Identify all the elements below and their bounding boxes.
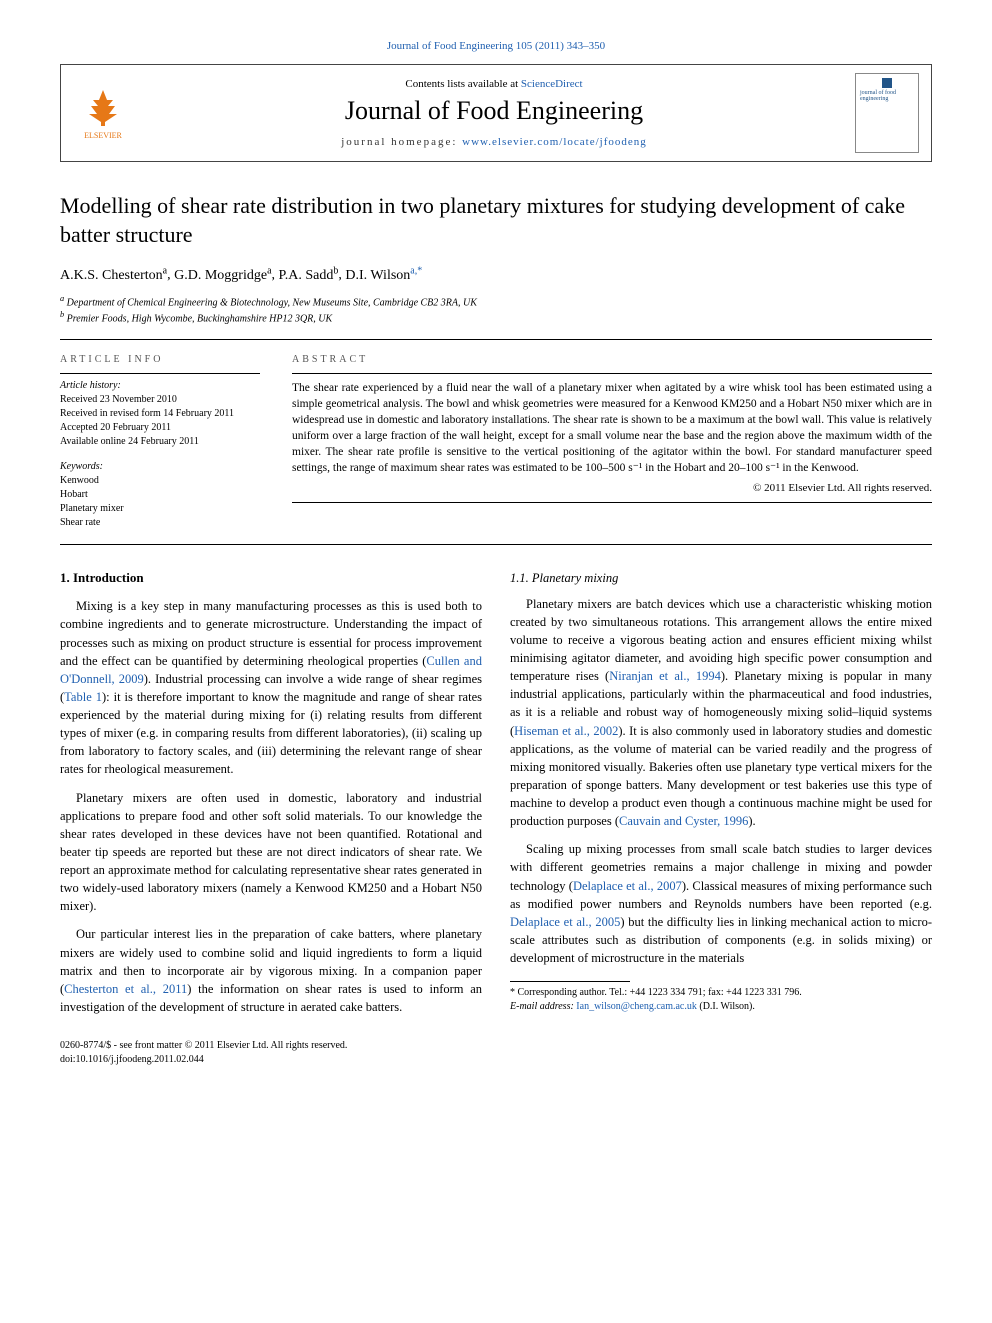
author-4: D.I. Wilsona,* — [345, 268, 422, 283]
keywords-label: Keywords: — [60, 461, 260, 472]
homepage-line: journal homepage: www.elsevier.com/locat… — [133, 136, 855, 148]
corresponding-footnote: * Corresponding author. Tel.: +44 1223 3… — [510, 986, 932, 1014]
info-rule — [60, 373, 260, 374]
abstract-col: ABSTRACT The shear rate experienced by a… — [292, 354, 932, 530]
abstract-rule — [292, 373, 932, 374]
email-link[interactable]: Ian_wilson@cheng.cam.ac.uk — [576, 1001, 697, 1012]
ref-chesterton-year[interactable]: 2011 — [163, 982, 188, 996]
section-1-heading: 1. Introduction — [60, 569, 482, 588]
author-2: G.D. Moggridgea — [174, 268, 271, 283]
ref-chesterton[interactable]: Chesterton et al., — [64, 982, 156, 996]
article-info-heading: ARTICLE INFO — [60, 354, 260, 365]
title-block: Modelling of shear rate distribution in … — [60, 192, 932, 249]
author-1: A.K.S. Chestertona — [60, 268, 167, 283]
ref-delaplace-2005[interactable]: Delaplace et al., 2005 — [510, 915, 620, 929]
ref-hiseman[interactable]: Hiseman et al., 2002 — [514, 724, 618, 738]
footer-doi: doi:10.1016/j.jfoodeng.2011.02.044 — [60, 1053, 932, 1067]
page-container: Journal of Food Engineering 105 (2011) 3… — [0, 0, 992, 1107]
footnote-corr: * Corresponding author. Tel.: +44 1223 3… — [510, 986, 932, 1000]
article-info-col: ARTICLE INFO Article history: Received 2… — [60, 354, 260, 530]
keyword-4: Shear rate — [60, 516, 260, 530]
para-4: Planetary mixers are batch devices which… — [510, 595, 932, 831]
history-online: Available online 24 February 2011 — [60, 435, 260, 449]
rule-bottom — [60, 544, 932, 545]
elsevier-tree-icon — [83, 86, 123, 131]
meta-row: ARTICLE INFO Article history: Received 2… — [60, 354, 932, 530]
cover-icon — [882, 78, 892, 88]
affiliation-a: a Department of Chemical Engineering & B… — [60, 294, 932, 308]
keyword-3: Planetary mixer — [60, 502, 260, 516]
ref-cauvain[interactable]: Cauvain and Cyster, 1996 — [619, 814, 748, 828]
section-1-1-heading: 1.1. Planetary mixing — [510, 569, 932, 587]
journal-cover-thumbnail: journal of food engineering — [855, 73, 919, 153]
footer-front-matter: 0260-8774/$ - see front matter © 2011 El… — [60, 1039, 932, 1053]
authors-line: A.K.S. Chestertona, G.D. Moggridgea, P.A… — [60, 265, 932, 284]
homepage-label: journal homepage: — [341, 136, 462, 148]
author-3: P.A. Saddb — [279, 268, 339, 283]
journal-name: Journal of Food Engineering — [133, 96, 855, 126]
homepage-url[interactable]: www.elsevier.com/locate/jfoodeng — [462, 136, 647, 148]
header-center: Contents lists available at ScienceDirec… — [133, 78, 855, 148]
rule-top — [60, 339, 932, 340]
abstract-text: The shear rate experienced by a fluid ne… — [292, 380, 932, 477]
elsevier-label: ELSEVIER — [84, 131, 122, 140]
ref-table1[interactable]: Table 1 — [64, 690, 102, 704]
article-title: Modelling of shear rate distribution in … — [60, 192, 932, 249]
ref-delaplace-2007[interactable]: Delaplace et al., 2007 — [573, 879, 682, 893]
ref-niranjan[interactable]: Niranjan et al., 1994 — [609, 669, 721, 683]
email-name: (D.I. Wilson). — [699, 1001, 755, 1012]
keyword-1: Kenwood — [60, 474, 260, 488]
keyword-2: Hobart — [60, 488, 260, 502]
history-revised: Received in revised form 14 February 201… — [60, 407, 260, 421]
footnote-separator — [510, 981, 630, 982]
journal-reference: Journal of Food Engineering 105 (2011) 3… — [60, 40, 932, 52]
email-label: E-mail address: — [510, 1001, 574, 1012]
para-3: Our particular interest lies in the prep… — [60, 925, 482, 1016]
affiliation-b: b Premier Foods, High Wycombe, Buckingha… — [60, 310, 932, 324]
footnote-email-line: E-mail address: Ian_wilson@cheng.cam.ac.… — [510, 1000, 932, 1014]
abstract-bottom-rule — [292, 502, 932, 503]
history-accepted: Accepted 20 February 2011 — [60, 421, 260, 435]
history-label: Article history: — [60, 380, 260, 391]
keywords-block: Kenwood Hobart Planetary mixer Shear rat… — [60, 474, 260, 530]
body-columns: 1. Introduction Mixing is a key step in … — [60, 569, 932, 1022]
contents-line: Contents lists available at ScienceDirec… — [133, 78, 855, 90]
cover-text: journal of food engineering — [860, 90, 914, 102]
page-footer: 0260-8774/$ - see front matter © 2011 El… — [60, 1039, 932, 1067]
history-block: Received 23 November 2010 Received in re… — [60, 393, 260, 449]
para-1: Mixing is a key step in many manufacturi… — [60, 597, 482, 778]
abstract-heading: ABSTRACT — [292, 354, 932, 365]
sciencedirect-link[interactable]: ScienceDirect — [521, 78, 583, 90]
para-5: Scaling up mixing processes from small s… — [510, 840, 932, 967]
journal-header-box: ELSEVIER Contents lists available at Sci… — [60, 64, 932, 162]
para-2: Planetary mixers are often used in domes… — [60, 789, 482, 916]
abstract-copyright: © 2011 Elsevier Ltd. All rights reserved… — [292, 482, 932, 494]
history-received: Received 23 November 2010 — [60, 393, 260, 407]
elsevier-logo: ELSEVIER — [73, 83, 133, 143]
contents-prefix: Contents lists available at — [405, 78, 520, 90]
